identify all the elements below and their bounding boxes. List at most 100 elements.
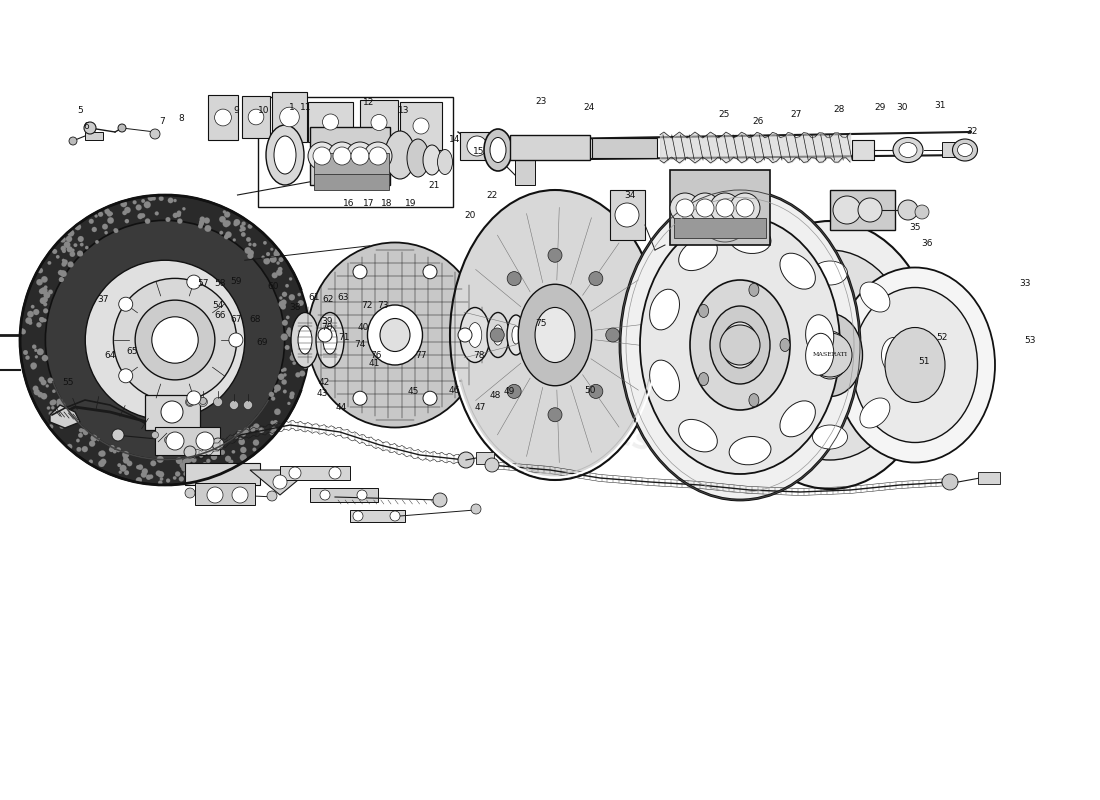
Bar bbox=[314, 174, 389, 190]
Ellipse shape bbox=[424, 145, 441, 175]
Circle shape bbox=[118, 463, 121, 467]
Circle shape bbox=[280, 369, 284, 372]
Circle shape bbox=[233, 238, 235, 242]
Circle shape bbox=[77, 250, 82, 257]
Circle shape bbox=[250, 426, 255, 432]
Ellipse shape bbox=[953, 139, 978, 161]
Circle shape bbox=[346, 142, 374, 170]
Circle shape bbox=[40, 317, 43, 322]
Circle shape bbox=[300, 330, 306, 337]
Ellipse shape bbox=[710, 306, 770, 384]
Circle shape bbox=[240, 228, 243, 232]
Text: 42: 42 bbox=[319, 378, 330, 387]
Circle shape bbox=[84, 122, 96, 134]
Circle shape bbox=[199, 217, 205, 222]
Circle shape bbox=[353, 265, 367, 278]
Ellipse shape bbox=[722, 322, 758, 368]
Circle shape bbox=[120, 465, 127, 472]
Text: 52: 52 bbox=[936, 333, 947, 342]
Circle shape bbox=[293, 362, 296, 365]
Bar bbox=[195, 483, 255, 505]
Text: 46: 46 bbox=[449, 386, 460, 395]
Circle shape bbox=[267, 491, 277, 501]
Circle shape bbox=[199, 398, 207, 405]
Circle shape bbox=[89, 219, 94, 224]
Circle shape bbox=[59, 277, 64, 282]
Text: 24: 24 bbox=[583, 103, 594, 113]
Circle shape bbox=[48, 425, 53, 429]
Circle shape bbox=[353, 391, 367, 406]
Circle shape bbox=[458, 328, 472, 342]
Circle shape bbox=[97, 438, 100, 441]
Circle shape bbox=[62, 262, 66, 266]
Ellipse shape bbox=[20, 195, 310, 485]
Circle shape bbox=[176, 212, 182, 217]
Circle shape bbox=[278, 258, 284, 262]
Polygon shape bbox=[50, 405, 80, 428]
Circle shape bbox=[304, 317, 308, 322]
Circle shape bbox=[37, 349, 44, 355]
Circle shape bbox=[174, 199, 177, 202]
Text: 5: 5 bbox=[77, 106, 84, 115]
Circle shape bbox=[52, 390, 56, 393]
Circle shape bbox=[282, 320, 288, 326]
Circle shape bbox=[152, 197, 156, 201]
Ellipse shape bbox=[298, 326, 312, 354]
Circle shape bbox=[124, 470, 129, 475]
Text: 18: 18 bbox=[382, 199, 393, 209]
Circle shape bbox=[219, 216, 225, 222]
Circle shape bbox=[91, 227, 97, 232]
Bar bbox=[242, 96, 270, 138]
Text: 70: 70 bbox=[321, 323, 332, 333]
Circle shape bbox=[458, 452, 474, 468]
Text: 27: 27 bbox=[791, 110, 802, 119]
Circle shape bbox=[204, 464, 210, 470]
Circle shape bbox=[156, 456, 164, 463]
Circle shape bbox=[177, 218, 183, 224]
Circle shape bbox=[187, 456, 192, 461]
Circle shape bbox=[187, 398, 194, 406]
Circle shape bbox=[43, 318, 46, 322]
Circle shape bbox=[46, 384, 48, 387]
Circle shape bbox=[240, 447, 246, 453]
Bar bbox=[510, 135, 590, 160]
Circle shape bbox=[78, 433, 82, 438]
Circle shape bbox=[220, 450, 225, 454]
Circle shape bbox=[158, 196, 164, 201]
Text: 25: 25 bbox=[718, 110, 729, 119]
Ellipse shape bbox=[798, 314, 862, 397]
Circle shape bbox=[606, 328, 619, 342]
Circle shape bbox=[56, 255, 59, 258]
Circle shape bbox=[279, 296, 283, 299]
Text: 30: 30 bbox=[896, 103, 907, 113]
Circle shape bbox=[302, 333, 308, 338]
Circle shape bbox=[287, 402, 290, 405]
Circle shape bbox=[223, 210, 225, 214]
Ellipse shape bbox=[650, 360, 680, 401]
Circle shape bbox=[278, 374, 284, 380]
Circle shape bbox=[70, 415, 76, 420]
Bar bbox=[308, 102, 353, 142]
Circle shape bbox=[485, 458, 499, 472]
Circle shape bbox=[329, 467, 341, 479]
Text: 8: 8 bbox=[178, 114, 185, 123]
Circle shape bbox=[258, 427, 264, 433]
Ellipse shape bbox=[899, 142, 917, 158]
Circle shape bbox=[263, 258, 271, 265]
Circle shape bbox=[29, 321, 32, 325]
Ellipse shape bbox=[679, 238, 717, 270]
Circle shape bbox=[28, 311, 34, 318]
Text: 77: 77 bbox=[416, 351, 427, 361]
Circle shape bbox=[271, 421, 274, 425]
Bar bbox=[314, 153, 389, 175]
Circle shape bbox=[244, 247, 251, 254]
Circle shape bbox=[241, 226, 245, 231]
Circle shape bbox=[80, 242, 84, 246]
Text: 43: 43 bbox=[317, 389, 328, 398]
Text: 67: 67 bbox=[231, 315, 242, 325]
Circle shape bbox=[185, 456, 192, 462]
Circle shape bbox=[224, 211, 230, 218]
Circle shape bbox=[135, 205, 142, 210]
Circle shape bbox=[696, 199, 714, 217]
Circle shape bbox=[110, 445, 114, 450]
